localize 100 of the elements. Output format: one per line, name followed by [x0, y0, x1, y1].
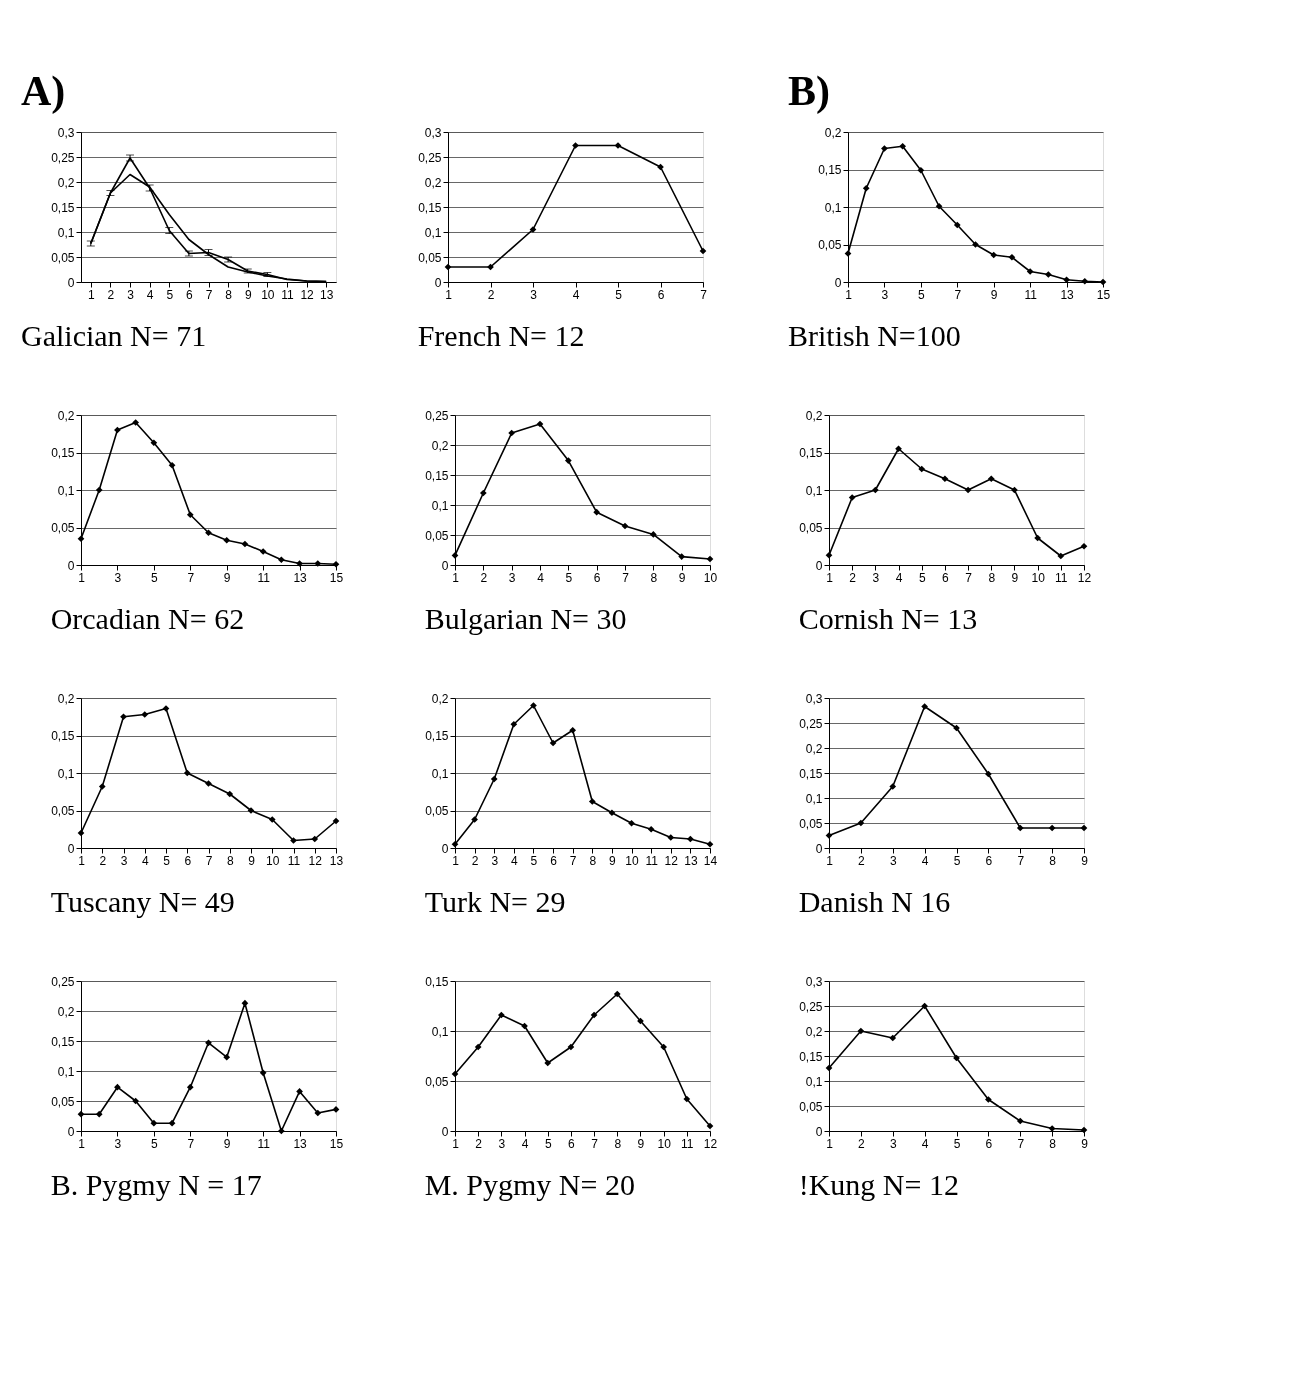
x-tick-label: 15 — [329, 570, 344, 585]
y-tick-label: 0,05 — [418, 250, 442, 265]
y-tick-label: 0,2 — [424, 175, 442, 190]
y-tick-label: 0,05 — [51, 250, 75, 265]
y-tick-label: 0,1 — [431, 766, 449, 781]
x-tick-label: 3 — [114, 1136, 122, 1151]
x-tick-label: 5 — [615, 287, 623, 302]
y-tick-label: 0,1 — [57, 1064, 75, 1079]
text: Orcadian N= 62 — [50, 602, 245, 635]
x-tick-label: 8 — [1049, 853, 1057, 868]
x-tick-label: 5 — [918, 287, 926, 302]
x-tick-label: 6 — [186, 287, 194, 302]
x-tick-label: 6 — [942, 570, 950, 585]
y-tick-label: 0,15 — [425, 974, 449, 989]
y-tick-label: 0,2 — [57, 1004, 75, 1019]
x-tick-label: 10 — [703, 570, 718, 585]
x-tick-label: 4 — [146, 287, 154, 302]
x-tick-label: 13 — [684, 853, 698, 868]
x-tick-label: 8 — [650, 570, 658, 585]
x-tick-label: 4 — [921, 1136, 929, 1151]
y-tick-label: 0,2 — [431, 691, 449, 706]
x-tick-label: 3 — [114, 570, 122, 585]
x-tick-label: 4 — [537, 570, 545, 585]
x-tick-label: 11 — [1055, 570, 1068, 585]
x-tick-label: 6 — [568, 1136, 576, 1151]
x-tick-label: 7 — [1017, 1136, 1025, 1151]
text: M. Pygmy N= 20 — [424, 1168, 635, 1201]
x-tick-label: 2 — [99, 853, 107, 868]
x-tick-label: 7 — [187, 1136, 195, 1151]
x-tick-label: 7 — [205, 287, 213, 302]
x-tick-label: 3 — [491, 853, 499, 868]
x-tick-label: 1 — [845, 287, 853, 302]
y-tick-label: 0,15 — [51, 729, 75, 743]
x-tick-label: 12 — [308, 853, 323, 868]
x-tick-label: 5 — [151, 570, 159, 585]
y-tick-label: 0,05 — [818, 238, 842, 252]
x-tick-label: 2 — [475, 1136, 483, 1151]
y-tick-label: 0 — [67, 275, 75, 290]
x-tick-label: 7 — [622, 570, 630, 585]
x-tick-label: 9 — [990, 287, 998, 302]
text: B) — [788, 68, 830, 115]
y-tick-label: 0,15 — [51, 446, 75, 460]
text: Galician N= 71 — [21, 319, 207, 352]
x-tick-label: 9 — [1081, 853, 1089, 868]
x-tick-label: 8 — [988, 570, 996, 585]
x-tick-label: 1 — [452, 1136, 460, 1151]
x-tick-label: 10 — [625, 853, 640, 868]
x-tick-label: 1 — [826, 570, 834, 585]
x-tick-label: 5 — [151, 1136, 159, 1151]
y-tick-label: 0,25 — [425, 408, 449, 423]
y-tick-label: 0,15 — [799, 446, 823, 460]
x-tick-label: 5 — [163, 853, 171, 868]
x-tick-label: 10 — [261, 287, 275, 302]
x-tick-label: 13 — [320, 287, 334, 302]
y-tick-label: 0,1 — [431, 1024, 449, 1039]
x-tick-label: 3 — [872, 570, 880, 585]
y-tick-label: 0,2 — [805, 741, 823, 756]
x-tick-label: 9 — [1011, 570, 1019, 585]
y-tick-label: 0 — [815, 1124, 823, 1139]
x-tick-label: 9 — [248, 853, 256, 868]
x-tick-label: 11 — [681, 1136, 694, 1151]
x-tick-label: 5 — [565, 570, 573, 585]
y-tick-label: 0,05 — [799, 521, 823, 535]
x-tick-label: 12 — [664, 853, 679, 868]
x-tick-label: 9 — [244, 287, 252, 302]
text: Cornish N= 13 — [798, 602, 978, 635]
x-tick-label: 15 — [1096, 287, 1111, 302]
x-tick-label: 9 — [609, 853, 617, 868]
text: Bulgarian N= 30 — [424, 602, 627, 635]
x-tick-label: 7 — [591, 1136, 599, 1151]
y-tick-label: 0 — [815, 841, 823, 856]
x-tick-label: 3 — [127, 287, 135, 302]
x-tick-label: 8 — [1049, 1136, 1057, 1151]
y-tick-label: 0 — [67, 558, 75, 573]
x-tick-label: 5 — [544, 1136, 552, 1151]
x-tick-label: 9 — [223, 570, 231, 585]
x-tick-label: 11 — [645, 853, 659, 868]
y-tick-label: 0,2 — [824, 125, 842, 140]
y-tick-label: 0,1 — [57, 483, 75, 498]
y-tick-label: 0,05 — [425, 804, 449, 818]
y-tick-label: 0,05 — [51, 804, 75, 818]
x-tick-label: 1 — [826, 853, 834, 868]
x-tick-label: 3 — [120, 853, 128, 868]
x-tick-label: 6 — [657, 287, 665, 302]
x-tick-label: 7 — [1017, 853, 1025, 868]
x-tick-label: 2 — [107, 287, 115, 302]
y-tick-label: 0 — [441, 841, 449, 856]
x-tick-label: 9 — [637, 1136, 645, 1151]
y-tick-label: 0,25 — [799, 716, 823, 731]
y-tick-label: 0 — [441, 1124, 449, 1139]
y-tick-label: 0,2 — [805, 1024, 823, 1039]
y-tick-label: 0,1 — [57, 766, 75, 781]
x-tick-label: 6 — [985, 1136, 993, 1151]
x-tick-label: 3 — [889, 853, 897, 868]
y-tick-label: 0 — [834, 275, 842, 290]
y-tick-label: 0,2 — [57, 691, 75, 706]
x-tick-label: 13 — [293, 1136, 308, 1151]
x-tick-label: 7 — [965, 570, 973, 585]
x-tick-label: 4 — [572, 287, 580, 302]
text: French N= 12 — [417, 319, 585, 352]
